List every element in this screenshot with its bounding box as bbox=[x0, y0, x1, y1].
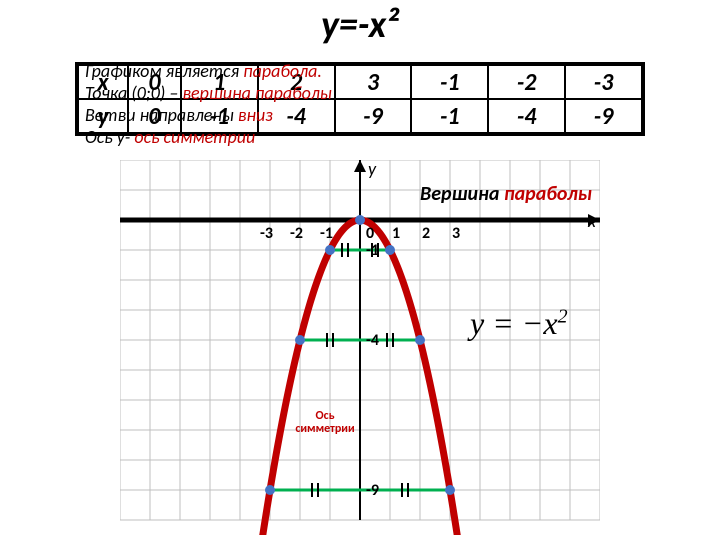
svg-text:1: 1 bbox=[392, 224, 400, 243]
desc-line-3: Ветви направлены вниз bbox=[85, 104, 273, 126]
svg-text:-3: -3 bbox=[260, 224, 273, 243]
vertex-label-text: Вершина bbox=[420, 182, 504, 206]
desc-text-red: вниз bbox=[238, 104, 273, 126]
table-cell: -2 bbox=[488, 65, 565, 99]
table-cell: 3 bbox=[335, 65, 412, 99]
desc-text: Графиком является bbox=[85, 60, 243, 82]
svg-text:3: 3 bbox=[452, 224, 460, 243]
table-cell: -4 bbox=[488, 99, 565, 133]
desc-text-red: вершина параболы bbox=[182, 82, 331, 104]
chart-svg: -3-2-10123-1-4-9 bbox=[120, 160, 600, 535]
page-title: y=-x² bbox=[0, 2, 720, 48]
desc-text-red: парабола. bbox=[243, 60, 322, 82]
table-cell: -9 bbox=[335, 99, 412, 133]
desc-text-red: ось симметрии bbox=[134, 126, 255, 148]
vertex-label: Вершина параболы bbox=[420, 182, 592, 206]
desc-line-1: Графиком является парабола. bbox=[85, 60, 322, 82]
desc-text: Ветви направлены bbox=[85, 104, 238, 126]
chart-area: -3-2-10123-1-4-9 у х Вершина параболы Ос… bbox=[120, 160, 600, 535]
vertex-label-red: параболы bbox=[504, 182, 592, 206]
svg-text:-9: -9 bbox=[366, 481, 379, 500]
axis-symmetry-label: Ось симметрии bbox=[290, 410, 360, 436]
svg-text:-1: -1 bbox=[320, 224, 333, 243]
svg-text:-1: -1 bbox=[366, 241, 379, 260]
formula-label: y = −x2 bbox=[470, 305, 568, 342]
desc-line-2: Точка (0;0) – вершина параболы bbox=[85, 82, 332, 104]
axis-label-x: х bbox=[588, 210, 596, 232]
table-cell: -1 bbox=[411, 99, 488, 133]
table-cell: -3 bbox=[565, 65, 642, 99]
svg-text:-2: -2 bbox=[290, 224, 303, 243]
axis-label-y: у bbox=[368, 158, 376, 180]
table-cell: -9 bbox=[565, 99, 642, 133]
svg-text:-4: -4 bbox=[366, 331, 379, 350]
table-cell: -1 bbox=[411, 65, 488, 99]
svg-text:2: 2 bbox=[422, 224, 430, 243]
desc-text: Ось у- bbox=[85, 126, 134, 148]
desc-line-4: Ось у- ось симметрии bbox=[85, 126, 255, 148]
desc-text: Точка (0;0) – bbox=[85, 82, 182, 104]
